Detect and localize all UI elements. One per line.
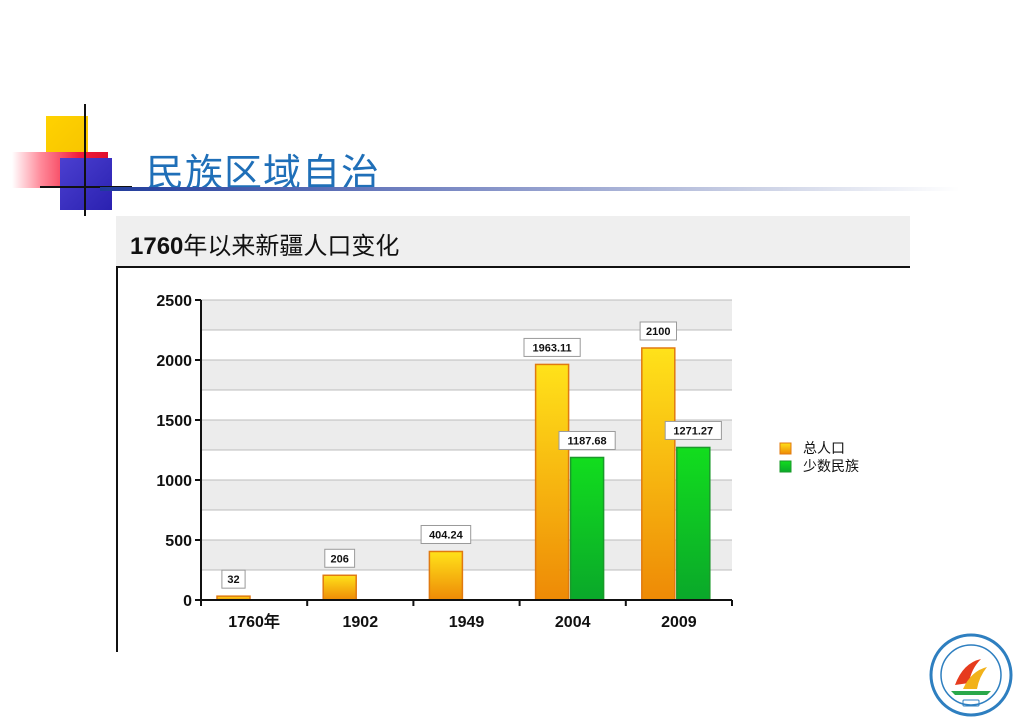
bar-total [641, 347, 676, 601]
bar-total [428, 550, 464, 601]
bar-total [322, 574, 357, 601]
chart-title-year: 1760 [130, 233, 184, 260]
x-tick-label: 1902 [343, 614, 379, 631]
x-tick-label: 2009 [661, 614, 697, 631]
legend-swatch [779, 442, 792, 455]
y-tick-label: 1500 [156, 413, 192, 430]
axis-layer: 0 500 1000 1500 2000 2500 1760年 1902 1949 2004 200… [156, 293, 733, 631]
data-label-box [420, 524, 472, 544]
legend-swatch [779, 460, 792, 473]
data-label-box [523, 337, 581, 357]
chart-header: 1760年以来新疆人口变化 [116, 216, 910, 268]
x-tick-label: 2004 [555, 614, 591, 631]
data-label: 206 [331, 553, 349, 565]
bar-total [534, 363, 570, 601]
legend-label: 总人口 [803, 441, 845, 457]
school-emblem-icon [929, 633, 1013, 717]
y-tick-label: 2500 [156, 293, 192, 310]
bar-minority [676, 446, 711, 601]
deco-horizontal-line [40, 186, 132, 188]
deco-yellow-square [46, 116, 88, 158]
bars-layer [216, 347, 711, 601]
y-tick-label: 500 [165, 533, 192, 550]
deco-blue-square [60, 158, 112, 210]
data-label: 2100 [646, 326, 670, 338]
data-label: 1271.27 [673, 425, 713, 437]
grid-layer [201, 299, 732, 571]
y-tick-label: 2000 [156, 353, 192, 370]
data-label-box [558, 430, 616, 450]
data-label-box [221, 569, 246, 589]
chart-title: 1760年以来新疆人口变化 [130, 226, 399, 261]
data-label-box [664, 420, 722, 440]
chart-frame-left [116, 266, 118, 652]
deco-vertical-line [84, 104, 86, 216]
chart-title-text: 年以来新疆人口变化 [183, 232, 400, 260]
y-tick-label: 0 [183, 593, 192, 610]
labels-layer: 32 206 404.24 1963.11 2100 1187.68 1271.27 [221, 321, 722, 589]
data-label: 1187.68 [568, 435, 607, 447]
x-tick-label: 1760年 [228, 612, 280, 631]
data-label: 32 [227, 574, 239, 586]
data-label: 404.24 [429, 529, 464, 541]
x-tick-label: 1949 [449, 614, 485, 631]
y-tick-label: 1000 [156, 473, 192, 490]
data-label: 1963.11 [533, 342, 572, 354]
data-label-box [639, 321, 677, 341]
bar-minority [569, 456, 605, 601]
data-label-box [324, 548, 356, 568]
title-underline [100, 187, 960, 191]
legend-label: 少数民族 [803, 459, 859, 475]
